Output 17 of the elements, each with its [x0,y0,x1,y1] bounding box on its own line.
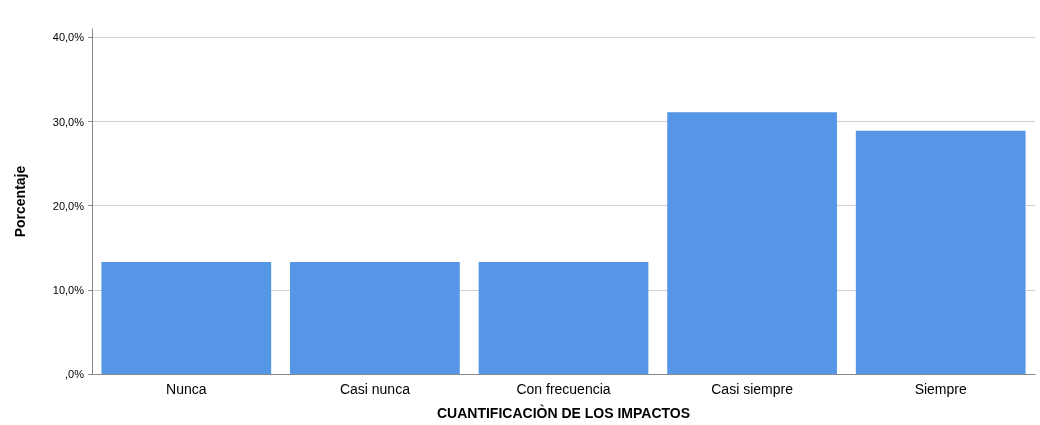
y-tick-label: 40,0% [52,31,85,44]
y-tick-label: 20,0% [52,199,85,212]
bar [290,262,460,374]
y-axis-title: Porcentaje [12,165,28,238]
x-tick-label: Siempre [914,381,967,397]
bar [101,262,272,374]
x-tick-label: Casi nunca [339,381,411,397]
bar [667,112,837,374]
x-axis-title: CUANTIFICACIÒN DE LOS IMPACTOS [436,404,691,421]
x-tick-label: Con frecuencia [516,381,611,397]
x-tick-label: Casi siempre [711,381,794,397]
y-tick-label: ,0% [65,368,85,380]
bar [478,262,649,374]
y-tick-label: 30,0% [52,115,85,128]
x-tick-label: Nunca [166,381,207,397]
y-tick-label: 10,0% [52,283,85,296]
bar [855,130,1026,374]
